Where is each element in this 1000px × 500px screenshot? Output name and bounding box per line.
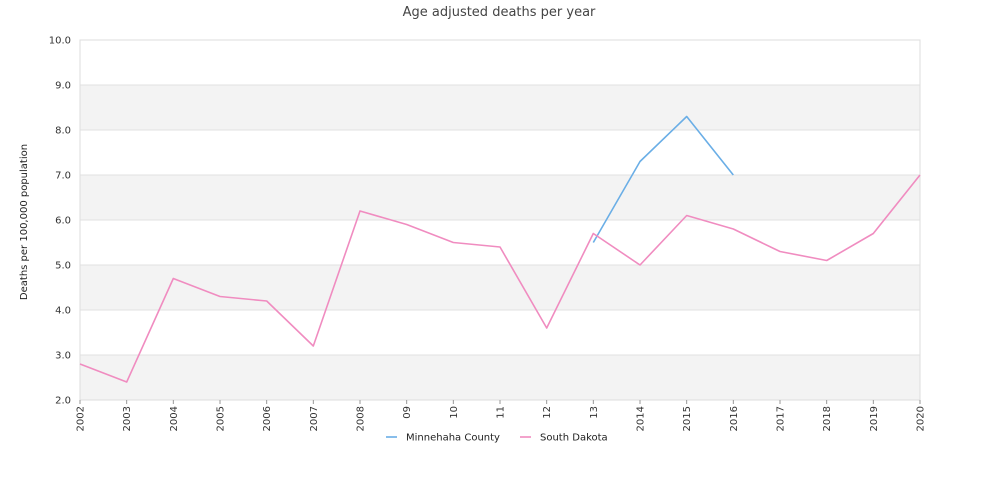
x-tick-label: 09 [402, 406, 413, 419]
y-axis-label: Deaths per 100,000 population [19, 144, 30, 300]
x-tick-label: 10 [449, 406, 460, 419]
y-tick-label: 4.0 [55, 306, 71, 317]
y-tick-label: 6.0 [55, 216, 71, 227]
grid-band [80, 175, 920, 220]
y-tick-label: 8.0 [55, 126, 71, 137]
y-tick-label: 9.0 [55, 81, 71, 92]
series-layer [79, 115, 921, 383]
grid-band [80, 130, 920, 175]
grid-bands [80, 40, 920, 400]
series-line-minnehaha-county [592, 115, 734, 243]
x-tick-label: 2008 [356, 406, 367, 431]
y-tick-label: 2.0 [55, 396, 71, 407]
x-tick-label: 13 [589, 406, 600, 419]
x-tick-label: 12 [542, 406, 553, 419]
x-tick-label: 2004 [169, 406, 180, 431]
y-tick-label: 3.0 [55, 351, 71, 362]
x-tick-label: 2018 [822, 406, 833, 431]
y-axis-ticks: 2.0 3.0 4.0 5.0 6.0 7.0 8.0 9.0 10.0 [49, 36, 71, 407]
grid-band [80, 355, 920, 400]
y-tick-label: 5.0 [55, 261, 71, 272]
x-axis-ticks: 2002 2003 2004 2005 2006 2007 2008 09 10 11 12 13 20… [76, 400, 927, 431]
legend-label-minnehaha-county: Minnehaha County [406, 433, 500, 444]
legend-label-south-dakota: South Dakota [540, 433, 608, 444]
grid-band [80, 220, 920, 265]
x-tick-label: 2020 [916, 406, 927, 431]
legend: Minnehaha County South Dakota [386, 433, 608, 444]
y-tick-label: 7.0 [55, 171, 71, 182]
x-tick-label: 2015 [682, 406, 693, 431]
x-tick-label: 2014 [636, 406, 647, 431]
series-line-south-dakota [79, 174, 921, 383]
x-tick-label: 2019 [869, 406, 880, 431]
grid-band [80, 40, 920, 85]
x-tick-label: 2003 [122, 406, 133, 431]
y-tick-label: 10.0 [49, 36, 71, 47]
grid-band [80, 85, 920, 130]
x-tick-label: 2016 [729, 406, 740, 431]
x-tick-label: 2005 [216, 406, 227, 431]
grid-band [80, 310, 920, 355]
x-tick-label: 2006 [262, 406, 273, 431]
x-tick-label: 2017 [776, 406, 787, 431]
x-tick-label: 11 [496, 406, 507, 419]
x-tick-label: 2007 [309, 406, 320, 431]
chart-title: Age adjusted deaths per year [403, 5, 596, 20]
grid-band [80, 265, 920, 310]
x-tick-label: 2002 [76, 406, 87, 431]
